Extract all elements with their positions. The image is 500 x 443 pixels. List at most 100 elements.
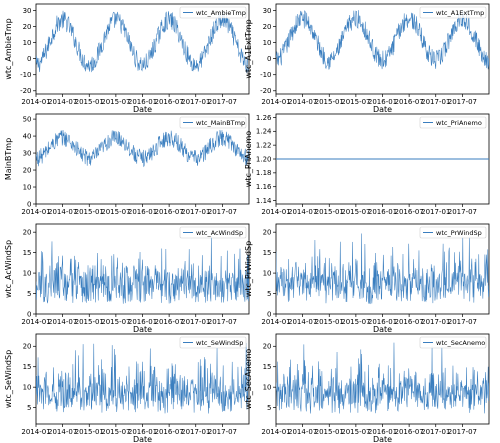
x-tick-label: 2015-07 (341, 428, 370, 436)
y-tick-label: -20 (260, 87, 271, 95)
y-tick-label: 20 (263, 343, 272, 351)
series-line-wtc_A1ExtTmp (276, 9, 489, 70)
x-tick-label: 2017-01 (181, 318, 210, 326)
legend-label: wtc_PriAnemo (436, 119, 482, 127)
x-tick-label: 2016-07 (395, 318, 424, 326)
legend: wtc_PrWindSp (419, 226, 487, 239)
y-tick-label: 10 (23, 183, 32, 191)
x-tick-label: 2015-07 (101, 428, 130, 436)
y-tick-label: -20 (20, 87, 31, 95)
x-tick-label: 2016-07 (155, 98, 184, 106)
y-tick-label: 40 (23, 132, 32, 140)
y-tick-label: 1.26 (256, 114, 272, 122)
x-tick-label: 2015-07 (101, 318, 130, 326)
legend: wtc_AcWindSp (179, 226, 247, 239)
legend-label: wtc_MainBTmp (196, 119, 245, 127)
legend-box (179, 116, 247, 129)
y-tick-label: 10 (23, 269, 32, 277)
x-tick-label: 2015-01 (315, 208, 344, 216)
legend: wtc_SeWindSp (179, 336, 247, 349)
x-tick-label: 2015-01 (75, 98, 104, 106)
legend-box (419, 226, 487, 239)
legend-box (419, 6, 487, 19)
x-tick-label: 2016-07 (155, 318, 184, 326)
legend-box (179, 6, 247, 19)
y-tick-label: 10 (23, 39, 32, 47)
y-tick-label: 10 (263, 269, 272, 277)
x-tick-label: 2017-01 (421, 208, 450, 216)
y-tick-label: 30 (263, 7, 272, 15)
y-tick-label: 5 (267, 404, 271, 412)
series-line-wtc_SecAnemo (276, 342, 489, 414)
x-tick-label: 2016-07 (395, 98, 424, 106)
x-tick-label: 2017-01 (181, 208, 210, 216)
y-tick-label: 5 (267, 290, 271, 298)
series-line-wtc_AmbieTmp (36, 10, 249, 73)
x-tick-label: 2014-01 (21, 318, 50, 326)
legend-box (419, 116, 487, 129)
legend-label: wtc_SeWindSp (196, 339, 243, 347)
x-tick-label: 2016-01 (368, 208, 397, 216)
x-tick-label: 2014-01 (261, 318, 290, 326)
y-tick-label: 20 (263, 229, 272, 237)
x-axis-label: Date (133, 325, 152, 334)
y-tick-label: 1.20 (256, 155, 272, 163)
y-tick-label: 10 (23, 384, 32, 392)
chart-panel-2: 010203040502014-012014-072015-012015-072… (4, 113, 250, 216)
y-tick-label: 0 (267, 310, 271, 318)
legend: wtc_MainBTmp (179, 116, 247, 129)
x-axis-label: Date (373, 325, 392, 334)
x-tick-label: 2016-01 (368, 318, 397, 326)
y-tick-label: 15 (263, 363, 272, 371)
y-tick-label: 0 (267, 55, 271, 63)
x-axis-label: Date (133, 435, 152, 443)
legend-label: wtc_SecAnemo (436, 339, 485, 347)
series-line-wtc_SeWindSp (36, 342, 249, 414)
y-tick-label: 20 (263, 23, 272, 31)
x-tick-label: 2015-01 (315, 98, 344, 106)
y-tick-label: 5 (27, 290, 31, 298)
y-tick-label: 1.22 (256, 142, 272, 150)
x-tick-label: 2015-01 (75, 318, 104, 326)
x-tick-label: 2015-01 (315, 428, 344, 436)
series-line-wtc_AcWindSp (36, 236, 249, 304)
x-tick-label: 2016-01 (128, 98, 157, 106)
x-tick-label: 2014-07 (48, 208, 77, 216)
x-tick-label: 2014-07 (48, 318, 77, 326)
y-tick-label: 10 (263, 39, 272, 47)
x-tick-label: 2015-07 (101, 208, 130, 216)
legend-box (419, 336, 487, 349)
y-tick-label: 0 (27, 55, 31, 63)
x-tick-label: 2014-01 (261, 98, 290, 106)
x-tick-label: 2017-07 (448, 98, 477, 106)
y-tick-label: 5 (27, 404, 31, 412)
x-tick-label: 2015-07 (341, 208, 370, 216)
x-tick-label: 2017-07 (208, 428, 237, 436)
y-tick-label: 0 (27, 310, 31, 318)
y-axis-label: wtc_SecAnemo (244, 349, 253, 410)
series-line-wtc_PrWindSp (276, 233, 489, 305)
chart-panel-1: -20 -10 0 10 20 30 2014-012014-072015-012015-0… (244, 3, 490, 114)
x-tick-label: 2016-01 (128, 428, 157, 436)
legend-box (179, 226, 247, 239)
y-tick-label: 15 (263, 249, 272, 257)
x-tick-label: 2016-01 (128, 318, 157, 326)
y-tick-label: 30 (23, 7, 32, 15)
y-axis-label: wtc_AcWindSp (4, 240, 13, 298)
y-axis-label: wtc_PriAnemo (244, 131, 253, 188)
y-tick-label: 1.18 (256, 169, 272, 177)
series-line-wtc_MainBTmp (36, 129, 249, 168)
x-axis-label: Date (133, 105, 152, 114)
x-tick-label: 2017-07 (448, 428, 477, 436)
y-tick-label: -10 (260, 71, 271, 79)
legend-box (179, 336, 247, 349)
x-tick-label: 2016-07 (395, 208, 424, 216)
legend: wtc_PriAnemo (419, 116, 487, 129)
x-tick-label: 2014-07 (288, 428, 317, 436)
x-tick-label: 2017-07 (208, 208, 237, 216)
legend-label: wtc_AmbieTmp (196, 9, 246, 17)
x-tick-label: 2017-01 (181, 98, 210, 106)
chart-panel-6: 51015202014-012014-072015-012015-072016-… (4, 333, 250, 443)
x-tick-label: 2015-07 (341, 98, 370, 106)
chart-panel-0: -20 -10 0 10 20 30 2014-012014-072015-012015-0… (4, 3, 250, 114)
